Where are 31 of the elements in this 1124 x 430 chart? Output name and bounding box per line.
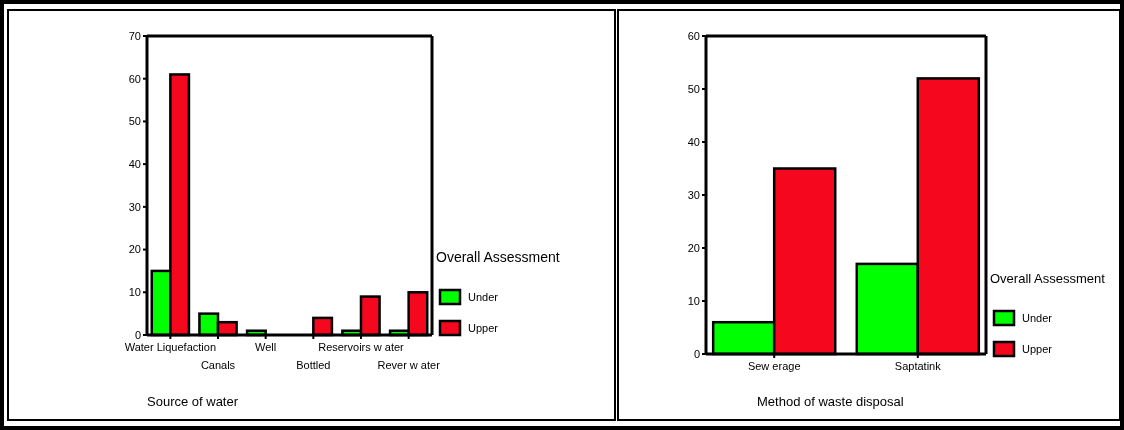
x-axis-title: Method of waste disposal [757, 394, 904, 409]
x-tick-label: Canals [200, 359, 236, 371]
y-tick-label: 20 [128, 243, 141, 256]
y-tick-label: 10 [128, 286, 141, 299]
y-tick-label: 30 [128, 200, 141, 213]
legend-title: Overall Assessment [436, 249, 560, 265]
y-tick-label: 70 [128, 29, 141, 42]
y-tick-label: 30 [687, 188, 700, 201]
x-tick-label: Reservoirs w ater [318, 341, 405, 353]
x-tick-label: Sew erage [747, 360, 801, 372]
y-tick-label: 0 [134, 328, 141, 341]
y-tick-label: 0 [693, 347, 700, 360]
y-tick-label: 60 [687, 29, 700, 42]
legend-label: Under [1022, 311, 1053, 324]
y-tick-label: 10 [687, 294, 700, 307]
y-tick-label: 60 [128, 72, 141, 85]
x-tick-label: Saptatink [894, 360, 942, 372]
y-tick-label: 20 [687, 241, 700, 254]
x-tick-label: Bottled [296, 359, 331, 371]
y-tick-label: 40 [687, 135, 700, 148]
x-tick-label: Well [255, 341, 277, 353]
y-tick-label: 50 [128, 115, 141, 128]
x-tick-label: Rever w ater [377, 359, 441, 371]
legend-label: Under [468, 290, 499, 303]
legend-label: Upper [1022, 342, 1053, 355]
y-tick-label: 40 [128, 157, 141, 170]
y-tick-label: 50 [687, 82, 700, 95]
x-axis-title: Source of water [147, 394, 239, 409]
legend-label: Upper [468, 321, 499, 334]
x-tick-label: Water Liquefaction [124, 341, 217, 353]
legend-title: Overall Assessment [990, 271, 1106, 286]
